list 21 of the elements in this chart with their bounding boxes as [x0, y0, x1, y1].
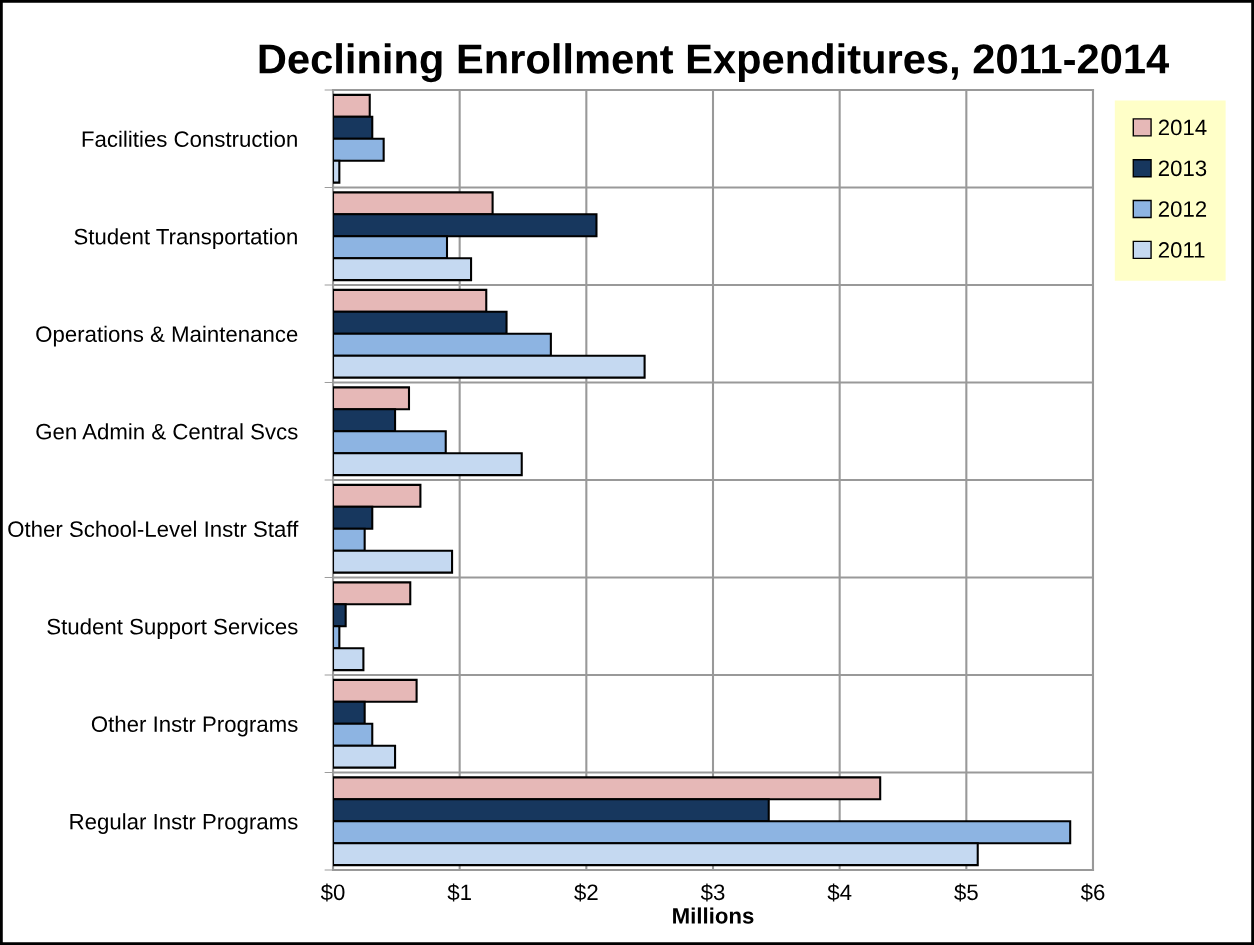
x-tick-label: $1 [447, 883, 471, 902]
y-tick-label: Regular Instr Programs [70, 813, 298, 834]
x-tick-label: $6 [1080, 883, 1105, 902]
legend-label: 2012 [1158, 201, 1207, 217]
chart-title: Declining Enrollment Expenditures, 2011-2014 [259, 43, 1169, 83]
y-tick-label: Student Support Services [47, 618, 298, 639]
x-tick-label: $2 [574, 883, 598, 902]
y-tick-label: Other Instr Programs [91, 715, 298, 737]
y-tick-label: Gen Admin & Central Svcs [36, 423, 298, 440]
y-tick-label: Facilities Construction [82, 130, 297, 148]
y-tick-label: Student Transportation [74, 228, 297, 249]
y-tick-label: Other School-Level Instr Staff [8, 520, 299, 538]
x-tick-label: $3 [700, 883, 725, 902]
legend-label: 2013 [1158, 160, 1207, 177]
x-tick-label: $4 [827, 883, 852, 902]
x-tick-label: $5 [954, 883, 978, 902]
y-tick-label: Operations & Maintenance [36, 325, 298, 347]
legend-label: 2011 [1158, 242, 1205, 258]
x-tick-label: $0 [320, 883, 345, 902]
x-axis-title: Millions [673, 907, 754, 924]
legend-label: 2014 [1158, 119, 1207, 136]
